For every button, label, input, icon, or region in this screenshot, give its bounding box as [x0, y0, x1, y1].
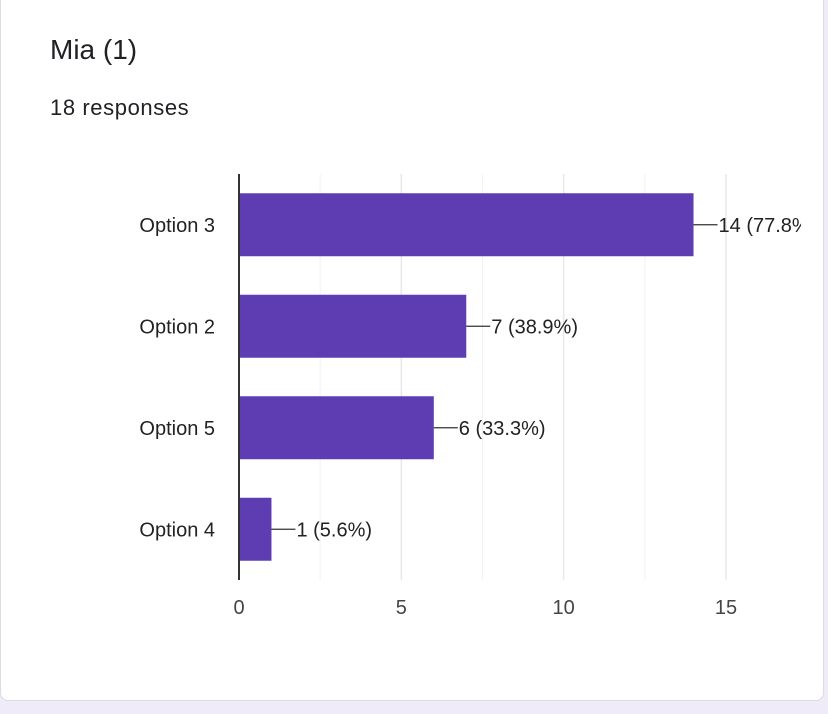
response-count: 18 responses — [50, 95, 190, 120]
bar — [239, 497, 272, 561]
x-tick-label: 15 — [715, 597, 737, 619]
category-label: Option 5 — [139, 418, 215, 440]
bar — [239, 396, 434, 460]
category-label: Option 2 — [139, 316, 215, 338]
category-label: Option 3 — [139, 215, 215, 237]
question-title: Mia (1) — [50, 34, 138, 65]
data-label: 6 (33.3%) — [459, 418, 546, 440]
data-label: 7 (38.9%) — [491, 316, 578, 338]
x-tick-label: 0 — [233, 597, 244, 619]
x-tick-label: 10 — [553, 597, 575, 619]
x-tick-label: 5 — [396, 597, 407, 619]
bar — [239, 193, 694, 257]
category-label: Option 4 — [139, 519, 215, 541]
data-label: 14 (77.8%) — [719, 215, 817, 237]
data-label: 1 (5.6%) — [296, 519, 372, 541]
bar — [239, 294, 467, 358]
